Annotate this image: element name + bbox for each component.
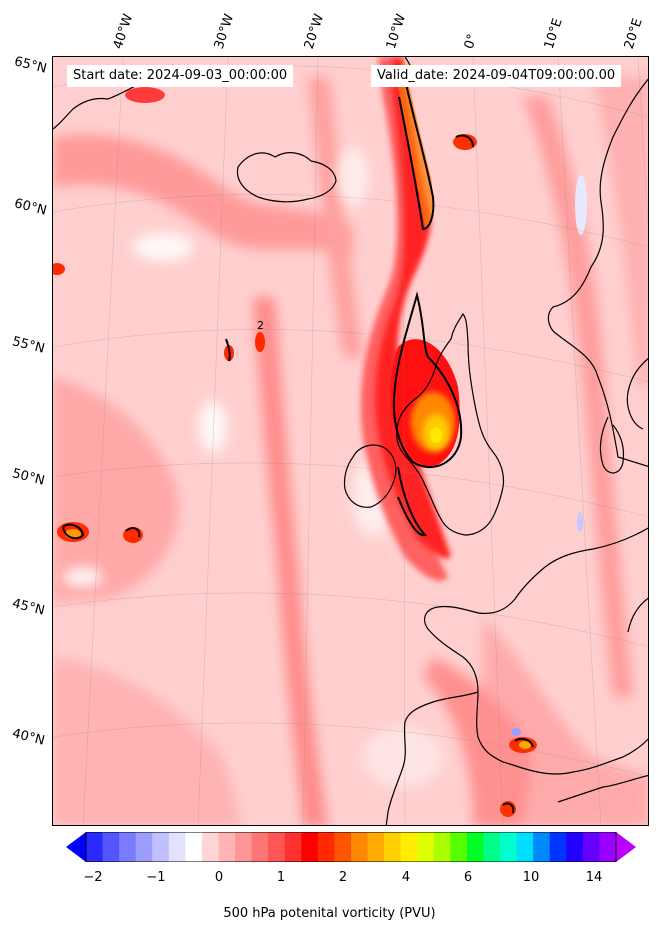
colorbar-cell [119,832,137,862]
valid-date-label: Valid_date: 2024-09-04T09:00:00.00 [371,65,622,87]
colorbar-cell [235,832,253,862]
potential-vorticity-map: 2 [53,57,648,825]
colorbar-cell [417,832,435,862]
colorbar-min-arrow [66,832,86,862]
colorbar-tick: 0 [214,870,224,885]
lon-label-40w: 40°W [110,12,137,51]
colorbar-tick: 6 [463,870,473,885]
lon-label-20e: 20°E [621,16,646,51]
colorbar-cell [400,832,418,862]
lat-label-55n: 55°N [10,334,47,357]
coastlines [53,57,648,825]
colorbar-cell [450,832,468,862]
pv-low-patches [63,147,443,787]
colorbar-cell [301,832,319,862]
colorbar-tick: 10 [522,870,540,885]
pv-2-contours [62,78,534,814]
colorbar-cell [135,832,153,862]
lon-label-0: 0° [461,32,481,51]
colorbar-cell [168,832,186,862]
colorbar-cell [466,832,484,862]
colorbar-cell [218,832,236,862]
colorbar-cell [533,832,551,862]
colorbar-label: 500 hPa potenital vorticity (PVU) [223,906,436,921]
pv-moderate-bands [53,77,648,825]
colorbar-cell [268,832,286,862]
colorbar-cell [433,832,451,862]
colorbar-cell [351,832,369,862]
colorbar-tick: 4 [401,870,411,885]
pv-hotspots [53,87,587,817]
lat-label-50n: 50°N [10,466,47,489]
colorbar-cell [185,832,203,862]
colorbar-cell [566,832,584,862]
colorbar-cell [582,832,600,862]
colorbar-cell [334,832,352,862]
start-date-label: Start date: 2024-09-03_00:00:00 [67,65,294,87]
colorbar-cell [201,832,219,862]
map-panel: 2 [52,56,649,826]
colorbar-cell [86,832,104,862]
colorbar-tick: −2 [83,870,103,885]
colorbar-cell [251,832,269,862]
pv-streamer [360,57,460,581]
colorbar-cell [549,832,567,862]
lon-label-10e: 10°E [541,16,566,51]
colorbar-tick: 1 [276,870,286,885]
colorbar-cell [102,832,120,862]
colorbar-cell [384,832,402,862]
lat-label-65n: 65°N [12,54,49,77]
colorbar-cell [367,832,385,862]
lon-label-10w: 10°W [383,12,410,51]
colorbar-cell [500,832,518,862]
colorbar-cell [152,832,170,862]
lat-label-60n: 60°N [12,196,49,219]
graticule [53,57,648,825]
colorbar [66,832,636,862]
contour-label: 2 [257,319,264,332]
lat-label-40n: 40°N [10,726,47,749]
colorbar-cell [483,832,501,862]
colorbar-tick: 14 [585,870,603,885]
colorbar-cell [317,832,335,862]
colorbar-cell [284,832,302,862]
colorbar-tick: −1 [146,870,166,885]
colorbar-cell [516,832,534,862]
lat-label-45n: 45°N [10,596,47,619]
colorbar-cell [599,832,617,862]
lon-label-30w: 30°W [211,12,238,51]
colorbar-max-arrow [616,832,636,862]
lon-label-20w: 20°W [301,12,328,51]
colorbar-tick: 2 [338,870,348,885]
